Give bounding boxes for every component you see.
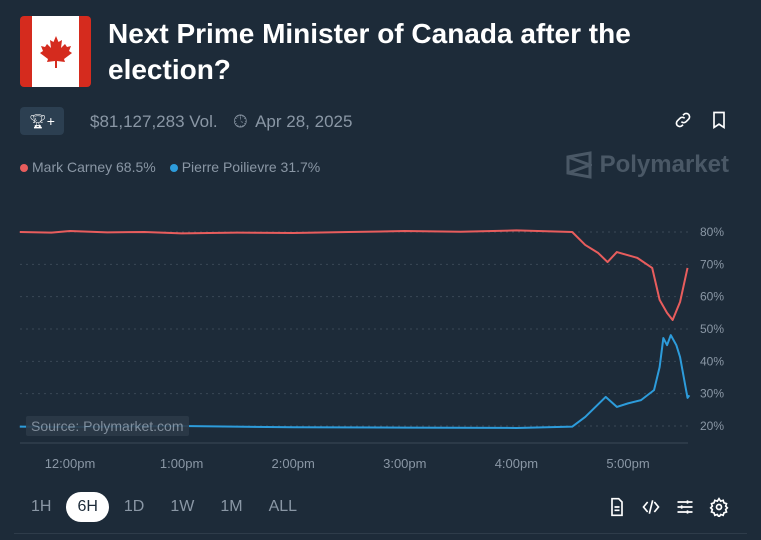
page-title: Next Prime Minister of Canada after the … xyxy=(108,18,631,85)
bookmark-icon[interactable] xyxy=(709,110,729,130)
x-tick-label: 2:00pm xyxy=(271,456,315,471)
x-tick-label: 5:00pm xyxy=(606,456,650,471)
y-tick-label: 30% xyxy=(700,387,724,401)
source-label: Source: Polymarket.com xyxy=(26,416,189,436)
y-tick-label: 20% xyxy=(700,419,724,433)
range-1d[interactable]: 1D xyxy=(123,498,145,515)
y-tick-label: 40% xyxy=(700,354,724,368)
range-1h[interactable]: 1H xyxy=(31,498,52,515)
y-tick-label: 50% xyxy=(700,322,724,336)
embed-code-icon[interactable] xyxy=(641,497,661,517)
document-icon[interactable] xyxy=(607,497,627,517)
link-icon[interactable] xyxy=(673,110,693,130)
end-date: Apr 28, 2025 xyxy=(255,112,353,131)
legend-carney: Mark Carney 68.5% xyxy=(20,159,156,175)
range-all[interactable]: ALL xyxy=(268,498,298,515)
x-tick-label: 3:00pm xyxy=(383,456,427,471)
legend-poilievre: Pierre Poilievre 31.7% xyxy=(169,159,320,175)
x-tick-label: 12:00pm xyxy=(44,456,96,471)
canada-flag-icon xyxy=(20,16,91,87)
range-1w[interactable]: 1W xyxy=(170,498,195,515)
y-tick-label: 70% xyxy=(700,257,724,271)
y-tick-label: 60% xyxy=(700,290,724,304)
range-6h[interactable]: 6H xyxy=(66,492,109,522)
x-tick-label: 1:00pm xyxy=(159,456,204,471)
price-chart[interactable]: 20% 30% 40% 50% 60% 70% 80% xyxy=(0,210,761,450)
clock-icon: 🕓︎ xyxy=(233,112,248,131)
divider xyxy=(14,533,747,534)
range-1m[interactable]: 1M xyxy=(220,498,243,515)
trophy-icon: 🏆︎+ xyxy=(29,112,55,129)
y-tick-label: 80% xyxy=(700,225,724,239)
x-tick-label: 4:00pm xyxy=(494,456,539,471)
sliders-icon[interactable] xyxy=(675,497,695,517)
volume: $81,127,283 Vol. xyxy=(90,112,218,131)
polymarket-logo: Polymarket xyxy=(566,151,729,179)
series-line-pierre-poilievre xyxy=(19,334,691,429)
settings-gear-icon[interactable] xyxy=(709,497,729,517)
series-line-mark-carney xyxy=(19,229,689,321)
trophy-button[interactable]: 🏆︎+ xyxy=(20,107,64,135)
